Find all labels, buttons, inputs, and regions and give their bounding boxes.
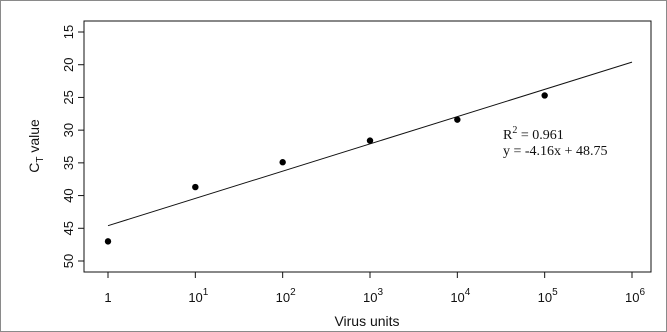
x-tick-label: 1: [104, 290, 111, 305]
data-point: [454, 116, 461, 123]
regression-line: [107, 61, 633, 227]
y-tick-label: 35: [61, 156, 76, 170]
y-axis-title: CT value: [26, 119, 46, 173]
data-point: [192, 183, 199, 191]
r-squared-annotation: R2 = 0.961: [503, 125, 564, 143]
data-point: [541, 92, 548, 99]
equation-annotation: y = -4.16x + 48.75: [503, 144, 607, 159]
data-point: [366, 137, 374, 144]
data-point: [279, 159, 286, 166]
x-axis: 1 101 102 103 104 105 106: [104, 272, 645, 305]
y-axis: 15 20 25 30 35 40 45 50: [61, 25, 84, 268]
x-tick-label: 101: [188, 287, 208, 305]
x-tick-label: 105: [538, 287, 558, 305]
x-tick-label: 103: [363, 287, 383, 305]
y-tick-label: 40: [61, 188, 76, 202]
y-tick-label: 20: [61, 57, 76, 71]
y-axis-title-subscript: T: [35, 157, 46, 163]
x-tick-label: 102: [276, 287, 296, 305]
r-squared-value: = 0.961: [517, 128, 563, 143]
r-squared-exponent: 2: [512, 125, 517, 136]
y-tick-label: 15: [61, 25, 76, 39]
data-point: [104, 238, 112, 245]
plot-area-border: [83, 20, 652, 273]
x-tick-label: 106: [625, 287, 645, 305]
y-axis-title-main: C: [26, 163, 42, 173]
r-squared-label: R: [503, 128, 513, 143]
data-points: [104, 92, 548, 245]
x-axis-title: Virus units: [334, 313, 399, 329]
y-tick-label: 50: [61, 254, 76, 268]
y-tick-label: 25: [61, 90, 76, 104]
x-tick-label: 104: [450, 287, 470, 305]
y-axis-title-rest: value: [26, 119, 42, 157]
y-tick-label: 30: [61, 123, 76, 137]
y-tick-label: 45: [61, 221, 76, 235]
